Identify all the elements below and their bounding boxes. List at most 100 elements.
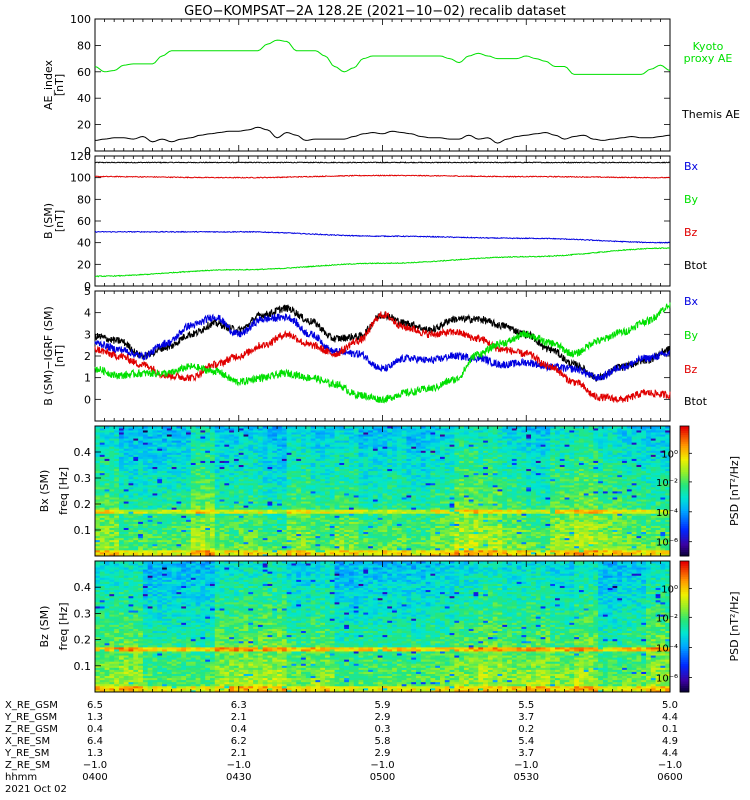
spectrogram-cell bbox=[205, 545, 211, 549]
spectrogram-cell bbox=[171, 525, 177, 528]
spectrogram-cell bbox=[133, 488, 139, 492]
spectrogram-cell bbox=[291, 452, 297, 455]
spectrogram-cell bbox=[128, 507, 134, 510]
spectrogram-cell bbox=[243, 499, 249, 502]
spectrogram-cell bbox=[257, 454, 264, 457]
spectrogram-cell bbox=[406, 440, 412, 443]
spectrogram-cell bbox=[210, 430, 216, 433]
spectrogram-cell bbox=[377, 440, 383, 443]
spectrogram-cell bbox=[392, 511, 398, 514]
spectrogram-cell bbox=[372, 482, 379, 486]
spectrogram-cell bbox=[248, 541, 254, 545]
spectrogram-cell bbox=[286, 533, 292, 537]
spectrogram-cell bbox=[339, 509, 345, 512]
spectrogram-cell bbox=[387, 476, 393, 480]
spectrogram-cell bbox=[210, 521, 216, 524]
spectrogram-cell bbox=[253, 509, 259, 512]
spectrogram-cell bbox=[277, 438, 283, 441]
spectrogram-cell bbox=[396, 448, 403, 451]
spectrogram-cell bbox=[162, 521, 168, 524]
spectrogram-cell bbox=[267, 501, 273, 504]
spectrogram-cell bbox=[253, 462, 259, 465]
spectrogram-cell bbox=[166, 509, 173, 512]
spectrogram-cell bbox=[277, 472, 283, 476]
spectrogram-cell bbox=[171, 509, 177, 512]
spectrogram-cell bbox=[181, 499, 187, 502]
spectrogram-cell bbox=[195, 531, 201, 535]
spectrogram-cell bbox=[138, 442, 144, 445]
spectrogram-cell bbox=[104, 497, 110, 500]
spectrogram-cell bbox=[147, 448, 153, 451]
spectrogram-cell bbox=[368, 525, 374, 528]
spectrogram-cell bbox=[200, 454, 206, 457]
spectrogram-cell bbox=[123, 529, 129, 533]
spectrogram-cell bbox=[142, 513, 149, 516]
spectrogram-cell bbox=[190, 440, 197, 443]
spectrogram-cell bbox=[334, 521, 340, 524]
spectrogram-cell bbox=[248, 491, 254, 494]
spectrogram-cell bbox=[181, 488, 187, 492]
spectrogram-cell bbox=[325, 474, 331, 478]
spectrogram-cell bbox=[248, 446, 254, 449]
spectrogram-cell bbox=[315, 468, 321, 472]
spectrogram-cell bbox=[392, 454, 398, 457]
spectrogram-cell bbox=[425, 549, 431, 553]
spectrogram-cell bbox=[224, 537, 230, 541]
spectrogram-cell bbox=[281, 460, 288, 463]
spectrogram-cell bbox=[301, 454, 307, 457]
spectrogram-cell bbox=[353, 436, 359, 439]
spectrogram-cell bbox=[123, 480, 129, 484]
spectrogram-cell bbox=[281, 539, 288, 543]
spectrogram-cell bbox=[238, 432, 244, 435]
spectrogram-cell bbox=[358, 505, 364, 508]
spectrogram-cell bbox=[325, 430, 331, 433]
spectrogram-cell bbox=[310, 482, 316, 486]
spectrogram-cell bbox=[315, 476, 321, 480]
spectrogram-cell bbox=[377, 426, 383, 429]
spectrogram-cell bbox=[396, 537, 403, 541]
spectrogram-cell bbox=[425, 527, 431, 530]
spectrogram-cell bbox=[243, 456, 249, 459]
spectrogram-cell bbox=[315, 551, 321, 555]
spectrogram-cell bbox=[286, 517, 292, 520]
spectrogram-cell bbox=[99, 535, 105, 539]
spectrogram-cell bbox=[186, 519, 192, 522]
spectrogram-cell bbox=[411, 482, 417, 486]
legend-bz: Bz bbox=[684, 226, 698, 239]
spectrogram-cell bbox=[157, 491, 163, 494]
spectrogram-cell bbox=[315, 426, 321, 429]
spectrogram-cell bbox=[334, 430, 340, 433]
spectrogram-cell bbox=[123, 499, 129, 502]
spectrogram-cell bbox=[315, 509, 321, 512]
spectrogram-cell bbox=[353, 426, 359, 429]
spectrogram-cell bbox=[214, 507, 220, 510]
spectrogram-cell bbox=[104, 434, 110, 437]
spectrogram-cell bbox=[430, 533, 436, 537]
spectrogram-cell bbox=[358, 497, 364, 500]
spectrogram-cell bbox=[238, 499, 244, 502]
spectrogram-cell bbox=[229, 491, 235, 494]
spectrogram-cell bbox=[224, 543, 230, 547]
spectrogram-cell bbox=[157, 434, 163, 437]
spectrogram-cell bbox=[420, 482, 427, 486]
spectrogram-cell bbox=[272, 446, 278, 449]
spectrogram-cell bbox=[166, 484, 173, 488]
spectrogram-cell bbox=[344, 456, 350, 459]
legend-bz: Bz bbox=[684, 363, 698, 376]
spectrogram-cell bbox=[118, 434, 125, 437]
spectrogram-cell bbox=[128, 426, 134, 429]
spectrogram-cell bbox=[396, 513, 403, 516]
spectrogram-cell bbox=[138, 523, 144, 526]
spectrogram-cell bbox=[257, 486, 264, 490]
spectrogram-cell bbox=[157, 505, 163, 508]
spectrogram-cell bbox=[152, 551, 158, 555]
spectrogram-cell bbox=[233, 438, 240, 441]
spectrogram-cell bbox=[320, 545, 326, 549]
spectrogram-cell bbox=[229, 482, 235, 486]
spectrogram-cell bbox=[133, 472, 139, 476]
spectrogram-cell bbox=[329, 491, 335, 494]
spectrogram-cell bbox=[176, 493, 182, 496]
spectrogram-cell bbox=[128, 505, 134, 508]
spectrogram-cell bbox=[401, 505, 407, 508]
spectrogram-cell bbox=[219, 535, 225, 539]
